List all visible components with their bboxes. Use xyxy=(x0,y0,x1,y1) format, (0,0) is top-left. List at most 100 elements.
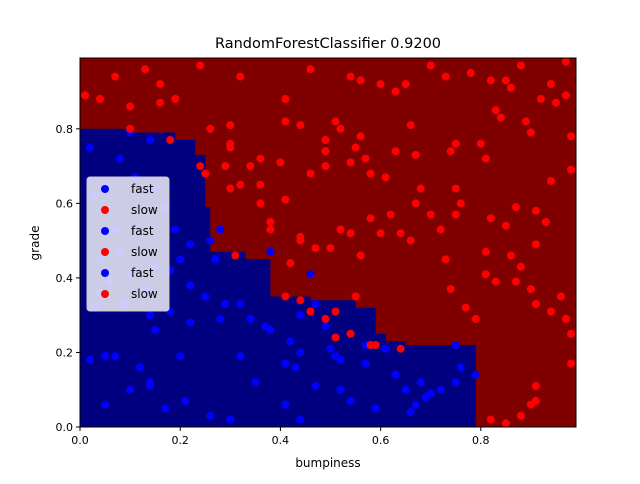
point-fast xyxy=(116,154,125,163)
point-slow xyxy=(266,225,275,234)
point-slow xyxy=(456,199,465,208)
point-slow xyxy=(391,147,400,156)
point-fast xyxy=(201,292,210,301)
point-slow xyxy=(231,251,240,260)
point-slow xyxy=(296,296,305,305)
legend-label: fast xyxy=(131,224,154,238)
point-slow xyxy=(356,76,365,85)
point-fast xyxy=(326,344,335,353)
y-tick-label: 0.4 xyxy=(56,272,74,285)
point-fast xyxy=(146,136,155,144)
point-slow xyxy=(406,121,415,130)
point-slow xyxy=(236,180,245,189)
legend-label: slow xyxy=(131,245,158,259)
point-slow xyxy=(156,80,165,89)
point-slow xyxy=(346,229,355,238)
legend-marker xyxy=(101,185,109,193)
point-slow xyxy=(346,329,355,338)
point-fast xyxy=(206,411,215,420)
point-fast xyxy=(206,236,215,245)
point-slow xyxy=(531,206,540,215)
point-slow xyxy=(481,154,490,163)
point-slow xyxy=(506,251,515,260)
point-slow xyxy=(486,76,495,85)
point-slow xyxy=(471,314,480,323)
point-slow xyxy=(536,95,545,103)
point-slow xyxy=(511,277,520,286)
point-slow xyxy=(562,91,570,100)
point-slow xyxy=(321,136,330,144)
point-fast xyxy=(401,385,410,394)
point-slow xyxy=(381,173,390,182)
point-fast xyxy=(101,400,110,409)
point-slow xyxy=(321,162,330,171)
point-fast xyxy=(411,400,420,409)
point-fast xyxy=(216,225,225,234)
point-fast xyxy=(186,281,195,290)
point-slow xyxy=(496,113,505,122)
point-slow xyxy=(286,259,295,267)
point-slow xyxy=(346,72,355,81)
point-slow xyxy=(256,180,265,189)
point-slow xyxy=(491,277,500,286)
point-slow xyxy=(281,195,290,204)
point-fast xyxy=(336,355,345,364)
point-slow xyxy=(546,177,555,185)
point-slow xyxy=(562,57,570,66)
point-fast xyxy=(111,352,120,361)
point-slow xyxy=(531,240,540,249)
point-slow xyxy=(567,165,575,174)
point-slow xyxy=(486,415,495,424)
point-slow xyxy=(546,80,555,89)
point-slow xyxy=(361,154,370,163)
legend-label: fast xyxy=(131,182,154,196)
point-slow xyxy=(521,117,530,126)
point-slow xyxy=(321,147,330,156)
point-fast xyxy=(391,370,400,379)
point-fast xyxy=(336,385,345,394)
point-slow xyxy=(306,65,315,74)
point-fast xyxy=(436,385,445,394)
point-fast xyxy=(451,378,460,387)
point-slow xyxy=(166,136,175,144)
point-fast xyxy=(406,408,415,417)
point-fast xyxy=(416,378,425,387)
point-slow xyxy=(481,270,490,279)
point-slow xyxy=(236,72,245,81)
point-slow xyxy=(281,117,290,126)
point-slow xyxy=(331,333,340,342)
point-slow xyxy=(391,87,400,96)
legend-marker xyxy=(101,227,109,235)
point-fast xyxy=(281,400,290,409)
point-slow xyxy=(336,124,345,133)
point-slow xyxy=(461,303,470,312)
point-fast xyxy=(211,255,220,264)
point-slow xyxy=(491,106,500,115)
point-slow xyxy=(331,117,340,126)
point-slow xyxy=(281,292,290,301)
point-slow xyxy=(326,244,335,253)
point-slow xyxy=(406,236,415,245)
point-fast xyxy=(186,318,195,327)
point-fast xyxy=(321,322,330,331)
point-slow xyxy=(451,184,460,193)
point-slow xyxy=(476,139,485,148)
x-tick-label: 0.2 xyxy=(171,434,189,447)
point-fast xyxy=(146,311,155,320)
point-fast xyxy=(266,326,275,335)
point-slow xyxy=(526,128,535,137)
point-slow xyxy=(567,359,575,368)
point-slow xyxy=(196,162,205,171)
legend-marker xyxy=(101,248,109,256)
y-tick-label: 0.6 xyxy=(56,197,74,210)
point-slow xyxy=(331,307,340,316)
point-slow xyxy=(256,154,265,163)
point-slow xyxy=(221,162,230,171)
point-slow xyxy=(371,341,380,349)
point-slow xyxy=(266,218,275,226)
point-slow xyxy=(156,98,165,107)
point-slow xyxy=(546,307,555,316)
point-slow xyxy=(501,419,510,428)
point-fast xyxy=(236,352,245,361)
